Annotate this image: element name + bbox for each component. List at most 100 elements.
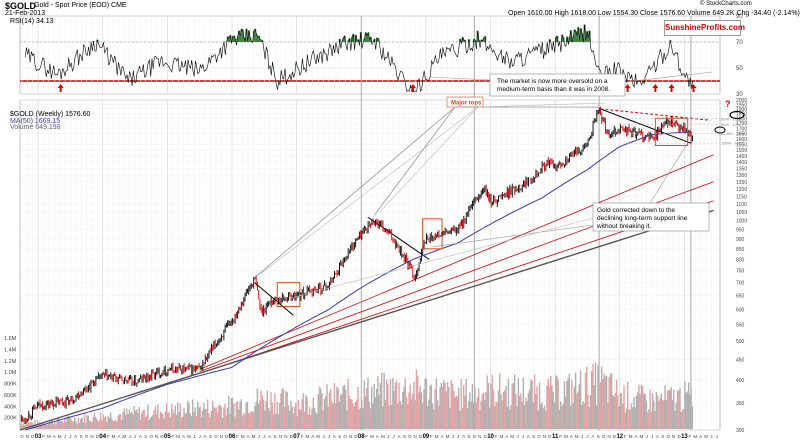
volume-bar xyxy=(356,399,358,429)
volume-bar xyxy=(215,407,218,429)
month-tick-label: D xyxy=(548,434,552,439)
oversold-line: medium-term basis than it was in 2008. xyxy=(497,86,610,93)
volume-bar xyxy=(113,420,116,429)
volume-bar xyxy=(300,409,302,429)
volume-bar xyxy=(531,380,533,429)
volume-bar xyxy=(143,409,145,429)
volume-bar xyxy=(511,384,513,429)
month-tick-label: F xyxy=(42,434,45,439)
volume-bar xyxy=(533,374,536,429)
month-tick-label: O xyxy=(602,434,606,439)
volume-bar xyxy=(144,417,147,429)
volume-bar xyxy=(464,395,466,429)
volume-bar xyxy=(496,402,498,429)
volume-bar xyxy=(235,402,237,429)
volume-bar xyxy=(105,416,107,429)
rsi-overbought-fill xyxy=(242,37,246,42)
volume-bar xyxy=(103,417,106,429)
rsi-overbought-fill xyxy=(572,36,575,42)
volume-bar xyxy=(138,406,140,429)
box-2008 xyxy=(422,218,443,250)
volume-bar xyxy=(567,378,569,429)
oversold-callout-text: The market is now more oversold on a medi… xyxy=(497,78,610,93)
volume-bar xyxy=(146,415,148,429)
volume-bar xyxy=(116,421,118,429)
volume-bar xyxy=(543,405,546,429)
volume-bar xyxy=(399,401,402,429)
volume-bar xyxy=(42,421,45,429)
volume-bar xyxy=(344,389,347,429)
volume-bar xyxy=(321,393,323,429)
volume-bar xyxy=(456,396,459,429)
volume-bar xyxy=(168,412,170,429)
volume-bar xyxy=(632,407,634,429)
month-tick-label: M xyxy=(499,434,503,439)
rsi-overbought-fill xyxy=(351,36,354,42)
rsi-overbought-fill xyxy=(554,37,558,42)
volume-bar xyxy=(640,384,643,429)
volume-bar xyxy=(481,394,484,429)
month-tick-label: A xyxy=(204,434,207,439)
volume-bar xyxy=(354,401,357,429)
volume-bar xyxy=(497,390,500,429)
month-tick-label: J xyxy=(263,434,265,439)
volume-bar xyxy=(368,401,370,429)
month-tick-label: O xyxy=(279,434,283,439)
volume-bar xyxy=(418,392,420,429)
month-tick-label: J xyxy=(646,434,648,439)
corrected-line: without breaking it. xyxy=(596,223,651,230)
volume-bar xyxy=(275,413,277,429)
volume-bar xyxy=(129,413,132,429)
volume-bar xyxy=(59,421,61,429)
volume-bar xyxy=(405,397,408,429)
volume-bar xyxy=(98,419,101,429)
volume-bar xyxy=(358,408,360,429)
month-tick-label: J xyxy=(392,434,394,439)
month-tick-label: N xyxy=(414,434,417,439)
volume-bar xyxy=(379,382,382,429)
month-tick-label: D xyxy=(31,434,35,439)
volume-bar xyxy=(506,406,508,429)
volume-bar xyxy=(504,390,506,429)
volume-bar xyxy=(568,373,571,429)
volume-bar xyxy=(423,389,425,429)
volume-bar xyxy=(469,392,471,429)
volume-bar xyxy=(44,424,46,429)
volume-bar xyxy=(49,421,51,429)
volume-bar xyxy=(56,419,58,429)
month-tick-label: J xyxy=(64,434,66,439)
volume-bar xyxy=(402,391,404,429)
price-tick-label: 400 xyxy=(736,378,745,384)
volume-bar xyxy=(317,393,319,429)
price-tick-label: 1600 xyxy=(736,137,747,143)
volume-bar xyxy=(439,387,441,429)
volume-bar xyxy=(499,373,501,429)
price-tick-label: 1400 xyxy=(736,160,747,166)
volume-bar xyxy=(476,397,479,429)
price-tick-label: 1500 xyxy=(736,148,747,154)
volume-bar xyxy=(522,377,525,429)
volume-bar xyxy=(331,401,333,429)
volume-bar xyxy=(353,406,356,429)
rsi-red-arrow xyxy=(690,84,697,92)
corrected-line: declining long-term support line xyxy=(597,215,688,222)
rsi-legend: RSI(14) 34.13 xyxy=(10,18,54,25)
month-tick-label: D xyxy=(419,434,423,439)
volume-bar xyxy=(82,422,85,429)
volume-bar xyxy=(625,408,628,429)
volume-bar xyxy=(229,413,231,429)
volume-bar xyxy=(194,407,196,429)
volume-bar xyxy=(72,422,75,429)
volume-bar xyxy=(645,400,648,429)
volume-bar xyxy=(479,409,481,429)
oversold-callout-box xyxy=(489,73,626,97)
volume-bar xyxy=(254,405,256,429)
volume-bar xyxy=(434,388,436,429)
volume-bar xyxy=(655,392,658,429)
volume-bar xyxy=(47,423,50,429)
volume-bar xyxy=(250,411,252,429)
volume-bar xyxy=(552,391,554,429)
volume-bar xyxy=(618,406,620,429)
volume-bar xyxy=(219,404,221,429)
volume-bar xyxy=(678,390,680,429)
